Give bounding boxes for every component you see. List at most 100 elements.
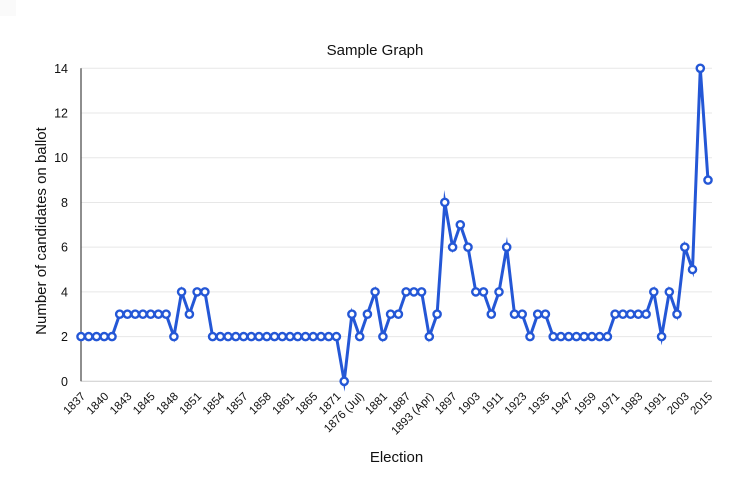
data-point-marker[interactable]	[277, 331, 288, 342]
data-point-marker[interactable]	[571, 331, 582, 342]
data-point-marker[interactable]	[122, 309, 133, 320]
data-point-marker[interactable]	[378, 331, 388, 342]
data-point-marker[interactable]	[618, 309, 628, 320]
data-point-marker[interactable]	[455, 219, 466, 230]
data-point-marker[interactable]	[680, 242, 690, 252]
data-point-marker[interactable]	[138, 309, 148, 320]
data-point-marker[interactable]	[587, 331, 597, 342]
data-point-marker[interactable]	[362, 309, 373, 320]
x-tick-label: 1854	[201, 390, 228, 417]
data-point-marker[interactable]	[517, 309, 528, 320]
data-point-marker[interactable]	[161, 309, 171, 320]
x-tick-label: 1851	[178, 391, 205, 418]
data-point-marker[interactable]	[114, 309, 125, 320]
y-tick-label: 12	[54, 107, 68, 121]
data-point-marker[interactable]	[300, 331, 311, 342]
data-point-marker[interactable]	[501, 242, 512, 252]
x-tick-label: 1848	[154, 391, 181, 418]
data-point-marker[interactable]	[184, 309, 195, 320]
data-point-marker[interactable]	[525, 331, 535, 342]
data-point-marker[interactable]	[494, 287, 504, 297]
data-point-marker[interactable]	[285, 331, 295, 342]
data-point-marker[interactable]	[192, 287, 202, 297]
data-point-marker[interactable]	[99, 331, 109, 342]
data-point-marker[interactable]	[649, 287, 659, 297]
data-point-marker[interactable]	[695, 63, 706, 74]
x-tick-label: 2003	[665, 391, 692, 418]
data-point-marker[interactable]	[223, 331, 233, 342]
data-point-marker[interactable]	[594, 331, 605, 342]
data-point-marker[interactable]	[439, 197, 450, 208]
data-point-marker[interactable]	[432, 309, 442, 320]
data-point-marker[interactable]	[292, 331, 303, 342]
data-point-marker[interactable]	[687, 264, 698, 275]
y-tick-label: 14	[54, 62, 68, 76]
x-axis-title: Election	[369, 449, 424, 466]
data-point-marker[interactable]	[416, 287, 427, 297]
data-point-marker[interactable]	[200, 287, 210, 297]
data-point-marker[interactable]	[424, 331, 435, 342]
data-point-marker[interactable]	[354, 331, 365, 342]
x-tick-label: 1897	[433, 391, 460, 418]
data-point-marker[interactable]	[91, 331, 102, 342]
data-point-marker[interactable]	[130, 309, 140, 320]
data-point-marker[interactable]	[76, 331, 86, 342]
data-point-marker[interactable]	[261, 331, 272, 342]
data-point-marker[interactable]	[316, 331, 326, 342]
data-point-marker[interactable]	[540, 309, 551, 320]
y-tick-label: 0	[61, 375, 68, 389]
data-point-marker[interactable]	[308, 331, 319, 342]
data-point-marker[interactable]	[83, 331, 94, 342]
data-point-marker[interactable]	[207, 331, 218, 342]
data-point-marker[interactable]	[269, 331, 280, 342]
data-point-marker[interactable]	[238, 331, 249, 342]
data-point-marker[interactable]	[385, 309, 396, 320]
data-point-marker[interactable]	[703, 175, 713, 185]
data-point-marker[interactable]	[401, 287, 411, 297]
data-point-marker[interactable]	[633, 309, 644, 320]
data-point-marker[interactable]	[370, 287, 380, 297]
data-point-marker[interactable]	[215, 331, 226, 342]
data-point-marker[interactable]	[169, 331, 179, 342]
data-point-marker[interactable]	[246, 331, 257, 342]
data-point-marker[interactable]	[331, 331, 342, 342]
data-point-marker[interactable]	[470, 287, 481, 297]
x-tick-label: 1947	[549, 391, 576, 418]
data-point-marker[interactable]	[563, 331, 574, 342]
chart-title: Sample Graph	[326, 42, 424, 59]
data-point-marker[interactable]	[672, 309, 682, 320]
data-point-marker[interactable]	[230, 331, 241, 342]
data-point-marker[interactable]	[463, 242, 473, 252]
data-point-marker[interactable]	[532, 309, 543, 320]
y-tick-label: 4	[61, 285, 68, 299]
x-tick-label: 1840	[85, 391, 112, 418]
data-point-marker[interactable]	[625, 309, 636, 320]
data-point-marker[interactable]	[509, 309, 520, 320]
data-point-marker[interactable]	[610, 309, 620, 320]
data-point-marker[interactable]	[107, 331, 117, 342]
data-point-marker[interactable]	[556, 331, 566, 342]
y-tick-label: 8	[61, 196, 68, 210]
data-point-marker[interactable]	[347, 309, 357, 320]
data-point-marker[interactable]	[393, 309, 404, 320]
data-point-marker[interactable]	[602, 331, 613, 342]
data-point-marker[interactable]	[176, 287, 187, 297]
data-point-marker[interactable]	[447, 242, 458, 252]
x-tick-label: 1837	[62, 391, 89, 418]
data-point-marker[interactable]	[641, 309, 651, 320]
data-point-marker[interactable]	[579, 331, 589, 342]
data-point-marker[interactable]	[548, 331, 559, 342]
data-point-marker[interactable]	[486, 309, 497, 320]
x-tick-label: 1865	[294, 391, 321, 418]
data-point-marker[interactable]	[153, 309, 164, 320]
x-tick-label: 1845	[131, 391, 158, 418]
data-point-marker[interactable]	[145, 309, 156, 320]
data-point-marker[interactable]	[254, 331, 264, 342]
data-point-marker[interactable]	[656, 331, 667, 342]
data-point-marker[interactable]	[323, 331, 334, 342]
data-point-marker[interactable]	[409, 287, 419, 297]
data-point-marker[interactable]	[478, 287, 489, 297]
data-point-marker[interactable]	[339, 376, 350, 387]
data-point-marker[interactable]	[664, 287, 675, 297]
